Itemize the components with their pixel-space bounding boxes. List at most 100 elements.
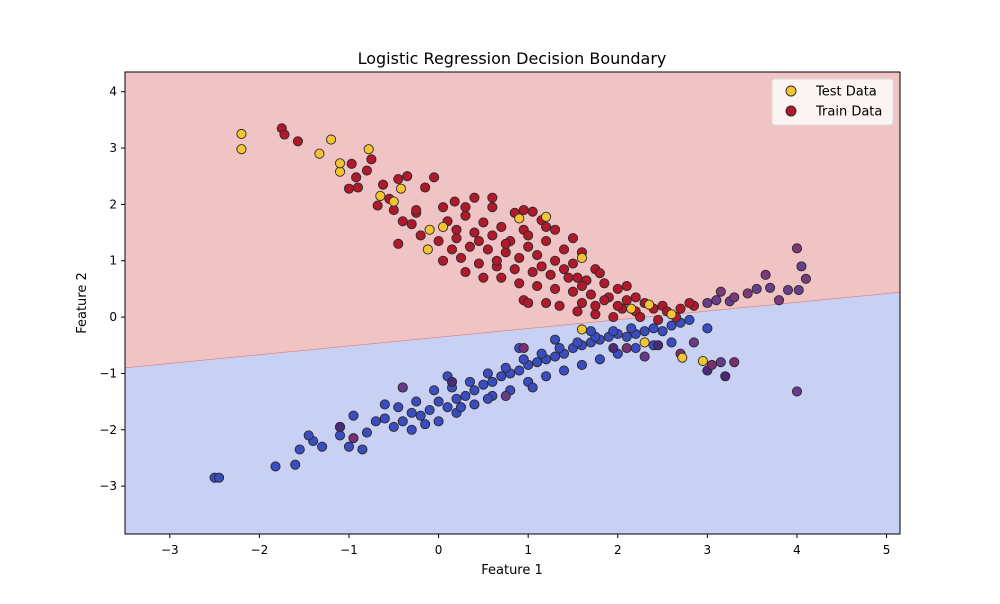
lower-region-point	[393, 402, 404, 413]
lower-region-point	[415, 410, 426, 421]
lower-region-point	[532, 357, 543, 368]
upper-decision-region	[125, 72, 900, 368]
misclassified-point	[706, 359, 717, 371]
misclassified-point	[397, 382, 408, 393]
misclassified-point	[653, 340, 664, 351]
lower-region-point	[585, 326, 596, 337]
train-data-point	[438, 202, 449, 213]
test-data-point	[388, 196, 399, 207]
train-data-point	[361, 165, 372, 176]
train-data-point	[567, 233, 579, 244]
train-data-point	[366, 154, 377, 165]
upper-region-point	[782, 284, 794, 296]
decision-regions	[124, 72, 901, 534]
train-data-point	[406, 219, 417, 230]
train-data-point	[567, 286, 579, 297]
legend-marker	[785, 85, 797, 97]
train-data-point	[352, 182, 363, 193]
test-data-point	[363, 144, 374, 155]
x-tick-label: −1	[340, 543, 358, 557]
y-axis-label: Feature 2	[75, 272, 90, 334]
lower-region-point	[514, 365, 525, 376]
lower-region-point	[482, 368, 493, 379]
lower-region-point	[558, 365, 570, 376]
train-data-point	[491, 255, 502, 266]
train-data-point	[451, 224, 462, 235]
train-data-point	[397, 216, 408, 227]
lower-region-point	[554, 343, 565, 354]
decision-boundary-line	[124, 291, 901, 369]
lower-region-point	[420, 419, 431, 430]
lower-region-point	[550, 334, 561, 345]
upper-region-point	[742, 288, 753, 299]
test-data-point	[639, 337, 650, 348]
train-data-point	[377, 179, 389, 190]
train-data-point	[518, 204, 529, 216]
test-data-point	[576, 324, 587, 335]
train-data-point	[487, 192, 498, 203]
test-data-point	[334, 166, 346, 177]
y-tick-label: −1	[99, 366, 117, 380]
lower-region-point	[639, 326, 650, 337]
lower-region-point	[666, 320, 677, 331]
lower-region-point	[379, 413, 390, 424]
misclassified-point	[621, 343, 632, 354]
upper-region-point	[751, 283, 762, 294]
lower-region-point	[411, 396, 422, 407]
test-data-point	[626, 303, 637, 314]
train-data-point	[630, 292, 641, 303]
legend: Test Data Train Data	[771, 78, 894, 126]
train-data-point	[451, 233, 462, 244]
train-data-point	[473, 258, 484, 269]
train-data-point	[541, 235, 552, 247]
lower-region-point	[657, 326, 668, 337]
train-data-point	[612, 300, 623, 311]
train-data-point	[351, 172, 362, 183]
lower-region-point	[214, 472, 225, 483]
train-data-point	[635, 312, 646, 323]
train-data-point	[500, 238, 511, 249]
x-tick-label: 2	[614, 543, 622, 557]
upper-region-point	[796, 261, 807, 272]
train-data-point	[541, 221, 552, 232]
train-data-point	[527, 206, 538, 217]
lower-region-point	[541, 371, 552, 382]
train-data-point	[563, 272, 574, 283]
legend-label: Test Data	[815, 85, 877, 100]
train-data-point	[590, 300, 601, 311]
test-data-point	[666, 309, 677, 320]
train-data-point	[372, 200, 383, 211]
train-data-point	[550, 283, 561, 294]
lower-region-point	[518, 354, 529, 365]
test-data-point	[314, 148, 325, 159]
x-tick-label: −2	[251, 543, 269, 557]
legend-marker	[785, 105, 797, 117]
lower-region-point	[666, 337, 677, 348]
train-data-point	[460, 210, 471, 221]
x-tick-label: 3	[704, 543, 712, 557]
lower-region-point	[469, 399, 480, 410]
test-data-point	[438, 221, 449, 232]
train-data-point	[684, 297, 695, 309]
x-tick-label: −3	[161, 543, 179, 557]
train-data-point	[478, 272, 489, 283]
train-data-point	[541, 297, 552, 309]
train-data-point	[523, 241, 534, 252]
train-data-point	[469, 227, 480, 238]
train-data-point	[585, 289, 596, 300]
train-data-point	[514, 278, 525, 289]
y-tick-label: 3	[109, 141, 117, 155]
lower-region-point	[500, 362, 511, 373]
axes-frame	[124, 71, 901, 535]
train-data-point	[567, 258, 579, 269]
train-data-point	[411, 204, 422, 216]
train-data-point	[460, 266, 471, 278]
lower-region-point	[576, 359, 587, 371]
upper-region-point	[793, 284, 804, 296]
train-data-point	[550, 224, 561, 235]
misclassified-point	[639, 351, 650, 362]
test-data-point	[541, 211, 552, 222]
legend-label: Train Data	[815, 105, 882, 120]
train-points	[276, 123, 699, 325]
